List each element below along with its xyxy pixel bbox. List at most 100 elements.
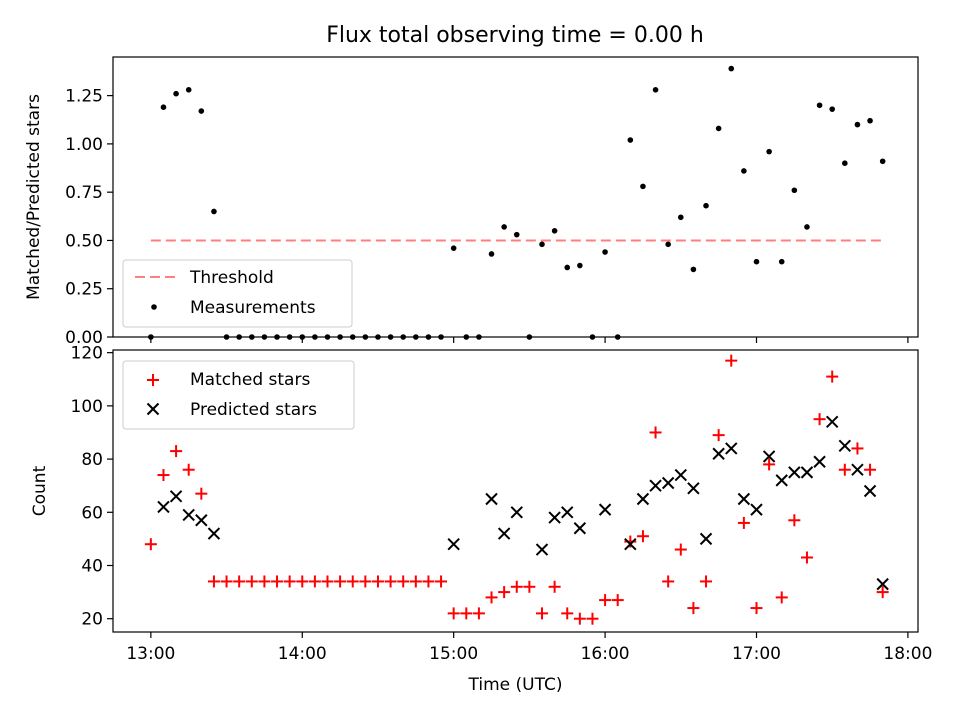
measurement-point [854,121,861,128]
measurement-point [185,87,192,93]
matched-star-point [813,413,826,426]
predicted-star-point [157,500,170,514]
matched-star-point [220,575,233,588]
legend-matched-label: Matched stars [190,370,310,390]
ratio-legend: Threshold Measurements [122,259,353,328]
predicted-star-point [510,506,523,519]
measurement-point [715,125,722,132]
count-legend: Matched stars Predicted stars [122,360,355,430]
measurement-point [450,245,457,251]
measurement-point [160,104,167,111]
count-x-tick-label: 16:00 [581,644,630,664]
matched-star-point [674,543,687,556]
matched-star-point [712,429,725,442]
predicted-star-point [207,527,221,540]
predicted-star-point [851,463,864,476]
measurement-point [501,224,507,230]
count-x-tick-label: 15:00 [429,644,478,664]
matched-star-point [144,538,157,551]
measurement-point [665,241,671,248]
predicted-star-point [636,492,650,506]
matched-star-point [245,575,258,588]
matched-star-point [586,612,599,625]
matched-star-point [510,580,523,593]
matched-star-point [611,594,624,607]
predicted-star-point [573,522,587,535]
matched-star-point [334,575,347,588]
matched-star-point [573,612,586,625]
count-series-marks [144,354,889,625]
matched-star-point [371,575,384,588]
count-y-axis-label: Count [30,465,50,516]
matched-star-point [864,463,877,476]
measurement-point [652,87,659,93]
count-x-tick-label: 17:00 [732,644,781,664]
measurement-point [741,168,747,174]
measurement-point [791,187,798,194]
matched-star-point [233,575,246,588]
matched-star-point [170,445,183,458]
legend-predicted-swatch [146,402,160,416]
predicted-star-point [548,511,561,524]
legend-measurements-label: Measurements [190,298,316,318]
predicted-star-point [825,415,839,429]
matched-star-point [258,575,271,588]
predicted-star-point [775,474,788,487]
matched-star-point [649,426,662,439]
matched-star-point [422,575,435,588]
predicted-star-point [497,527,511,540]
matched-star-point [662,575,675,588]
matched-star-point [271,575,284,588]
legend-predicted-label: Predicted stars [190,400,317,420]
ratio-y-tick-label: 1.00 [65,135,103,155]
predicted-star-point [535,543,549,556]
predicted-star-point [725,442,738,455]
count-x-tick-label: 18:00 [883,644,932,664]
predicted-star-point [876,577,889,591]
predicted-star-point [712,447,725,460]
predicted-star-point [674,468,687,482]
predicted-star-point [800,466,814,479]
measurement-point [173,90,179,97]
predicted-star-point [699,532,713,546]
measurement-point [564,264,571,271]
count-panel: 20 40 60 80 100 120 13:00 14:00 15:00 16:00 17:00… [30,344,932,695]
predicted-star-point [813,455,826,468]
predicted-star-point [624,538,637,551]
matched-star-point [472,607,485,620]
measurement-point [829,106,836,112]
measurement-point [703,202,709,209]
measurement-point [640,183,646,190]
matched-star-point [182,463,195,476]
ratio-axes-frame [112,56,919,338]
count-x-tick-label: 14:00 [278,644,327,664]
matched-star-point [207,575,220,588]
matched-star-point [750,602,763,615]
count-y-tick-label: 80 [81,450,103,470]
matched-star-point [195,487,208,500]
ratio-y-tick-label: 0.00 [65,328,103,348]
matched-star-point [498,586,511,599]
predicted-star-point [750,503,763,516]
ratio-y-tick-label: 0.25 [65,280,103,300]
measurement-point [690,266,697,273]
ratio-panel: 0.00 0.25 0.50 0.75 1.00 1.25 Matched/Predict… [24,56,919,348]
ratio-y-axis-label: Matched/Predicted stars [24,94,44,300]
measurement-point [211,208,217,215]
matched-star-point [535,607,548,620]
measurement-point [627,137,634,143]
measurement-point [513,231,520,238]
matched-star-point [599,594,612,607]
legend-matched-swatch [147,374,159,386]
measurement-point [198,108,205,114]
matched-star-point [725,354,738,367]
predicted-star-point [762,450,776,463]
matched-star-point [838,463,851,476]
count-y-tick-label: 40 [81,556,103,576]
measurement-point [551,227,558,234]
predicted-star-point [838,439,852,452]
measurement-point [577,262,583,269]
matched-star-point [826,370,839,383]
